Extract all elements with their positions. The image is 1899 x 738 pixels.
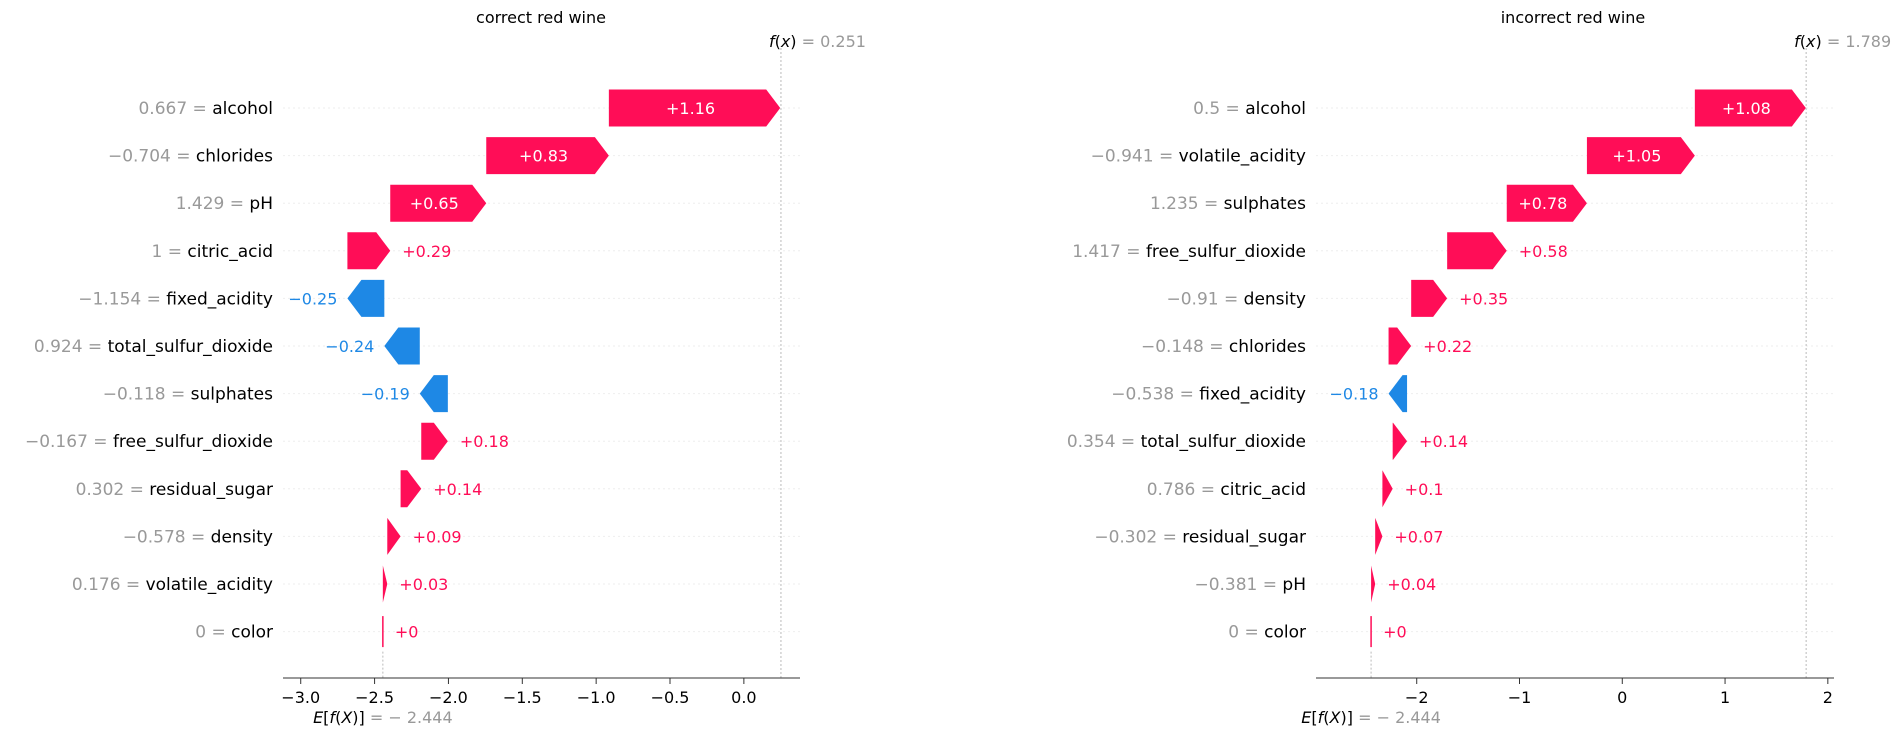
base-value-label: E[f(X)] = − 2.444 [313,708,453,727]
bar-sulphates [1506,184,1587,222]
chart-title: incorrect red wine [1501,8,1646,27]
feature-label-density: −0.578 = density [123,527,273,547]
feature-label-citric_acid: 0.786 = citric_acid [1147,480,1306,500]
feature-label-volatile_acidity: −0.941 = volatile_acidity [1091,147,1306,167]
fx-label: f(x) = 1.789 [1794,32,1891,51]
contribution-label: +0.14 [433,480,482,499]
contribution-label: +0.18 [460,432,509,451]
feature-label-alcohol: 0.667 = alcohol [138,99,273,119]
feature-label-color: 0 = color [195,623,273,643]
bar-free_sulfur_dioxide [1447,232,1507,270]
contribution-label: +0.65 [410,194,459,213]
x-tick-label: −0.5 [651,688,690,707]
bar-alcohol [1694,89,1806,127]
x-tick-label: −2 [1405,688,1429,707]
bar-volatile_acidity [1586,137,1695,175]
feature-label-residual_sugar: −0.302 = residual_sugar [1094,527,1306,547]
x-tick-label: −3.0 [281,688,320,707]
bar-fixed_acidity [1388,375,1408,413]
feature-label-chlorides: −0.148 = chlorides [1141,337,1306,357]
bar-residual_sugar [1375,517,1383,555]
contribution-label: +0.58 [1519,242,1568,261]
contribution-label: +1.08 [1722,99,1771,118]
contribution-label: −0.24 [325,337,374,356]
base-value-label: E[f(X)] = − 2.444 [1301,708,1441,727]
contribution-label: +1.05 [1612,147,1661,166]
contribution-label: +0.1 [1405,480,1444,499]
contribution-label: −0.18 [1330,385,1379,404]
bar-alcohol [608,89,781,127]
bar-fixed_acidity [347,279,385,317]
x-tick-label: −2.0 [429,688,468,707]
contribution-label: +0 [1383,623,1407,642]
feature-label-free_sulfur_dioxide: −0.167 = free_sulfur_dioxide [25,432,273,452]
x-tick-label: 2 [1823,688,1833,707]
contribution-label: +1.16 [666,99,715,118]
feature-label-fixed_acidity: −0.538 = fixed_acidity [1111,385,1306,405]
feature-label-sulphates: 1.235 = sulphates [1150,194,1306,214]
bar-citric_acid [347,232,391,270]
contribution-label: +0.14 [1419,432,1468,451]
panel-incorrect-red-wine: incorrect red wine f(x) = 1.789 +1.08 0.5 … [1067,8,1891,727]
x-tick-label: 0 [1617,688,1627,707]
contribution-label: +0.35 [1459,289,1508,308]
feature-label-free_sulfur_dioxide: 1.417 = free_sulfur_dioxide [1072,242,1306,262]
bar-volatile_acidity [382,565,388,603]
feature-label-chlorides: −0.704 = chlorides [108,147,273,167]
bar-free_sulfur_dioxide [421,422,448,460]
feature-label-citric_acid: 1 = citric_acid [152,242,273,262]
x-tick-label: −1 [1508,688,1532,707]
contribution-label: +0.83 [519,147,568,166]
bar-pH [1371,565,1376,603]
x-tick-label: 1 [1720,688,1730,707]
bar-chlorides [1388,327,1412,365]
feature-label-total_sulfur_dioxide: 0.924 = total_sulfur_dioxide [34,337,273,357]
feature-label-residual_sugar: 0.302 = residual_sugar [76,480,273,500]
feature-label-density: −0.91 = density [1167,289,1307,309]
bar-residual_sugar [400,470,422,508]
contribution-label: +0.04 [1387,575,1436,594]
panel-correct-red-wine: correct red wine f(x) = 0.251 +1.16 0.667 … [25,8,866,727]
feature-label-pH: 1.429 = pH [176,194,273,214]
x-tick-label: −2.5 [355,688,394,707]
contribution-label: +0.09 [413,527,462,546]
chart-title: correct red wine [476,8,606,27]
bar-chlorides [486,137,609,175]
fx-label: f(x) = 0.251 [769,32,866,51]
feature-label-sulphates: −0.118 = sulphates [103,385,273,405]
feature-label-alcohol: 0.5 = alcohol [1193,99,1306,119]
bar-total_sulfur_dioxide [1392,422,1408,460]
contribution-label: +0.78 [1518,194,1567,213]
bar-total_sulfur_dioxide [384,327,420,365]
bar-citric_acid [1382,470,1393,508]
bar-pH [390,184,487,222]
feature-label-pH: −0.381 = pH [1194,575,1306,595]
contribution-label: −0.19 [361,385,410,404]
x-tick-label: −1.5 [503,688,542,707]
bar-sulphates [419,375,448,413]
x-tick-label: 0.0 [731,688,756,707]
contribution-label: +0.03 [399,575,448,594]
x-tick-label: −1.0 [577,688,616,707]
bar-density [387,517,401,555]
bar-density [1411,279,1448,317]
contribution-label: +0.29 [402,242,451,261]
contribution-label: +0.22 [1423,337,1472,356]
contribution-label: +0 [395,623,419,642]
contribution-label: +0.07 [1394,527,1443,546]
feature-label-color: 0 = color [1228,623,1306,643]
contribution-label: −0.25 [288,289,337,308]
feature-label-volatile_acidity: 0.176 = volatile_acidity [72,575,273,595]
feature-label-total_sulfur_dioxide: 0.354 = total_sulfur_dioxide [1067,432,1306,452]
feature-label-fixed_acidity: −1.154 = fixed_acidity [78,289,273,309]
